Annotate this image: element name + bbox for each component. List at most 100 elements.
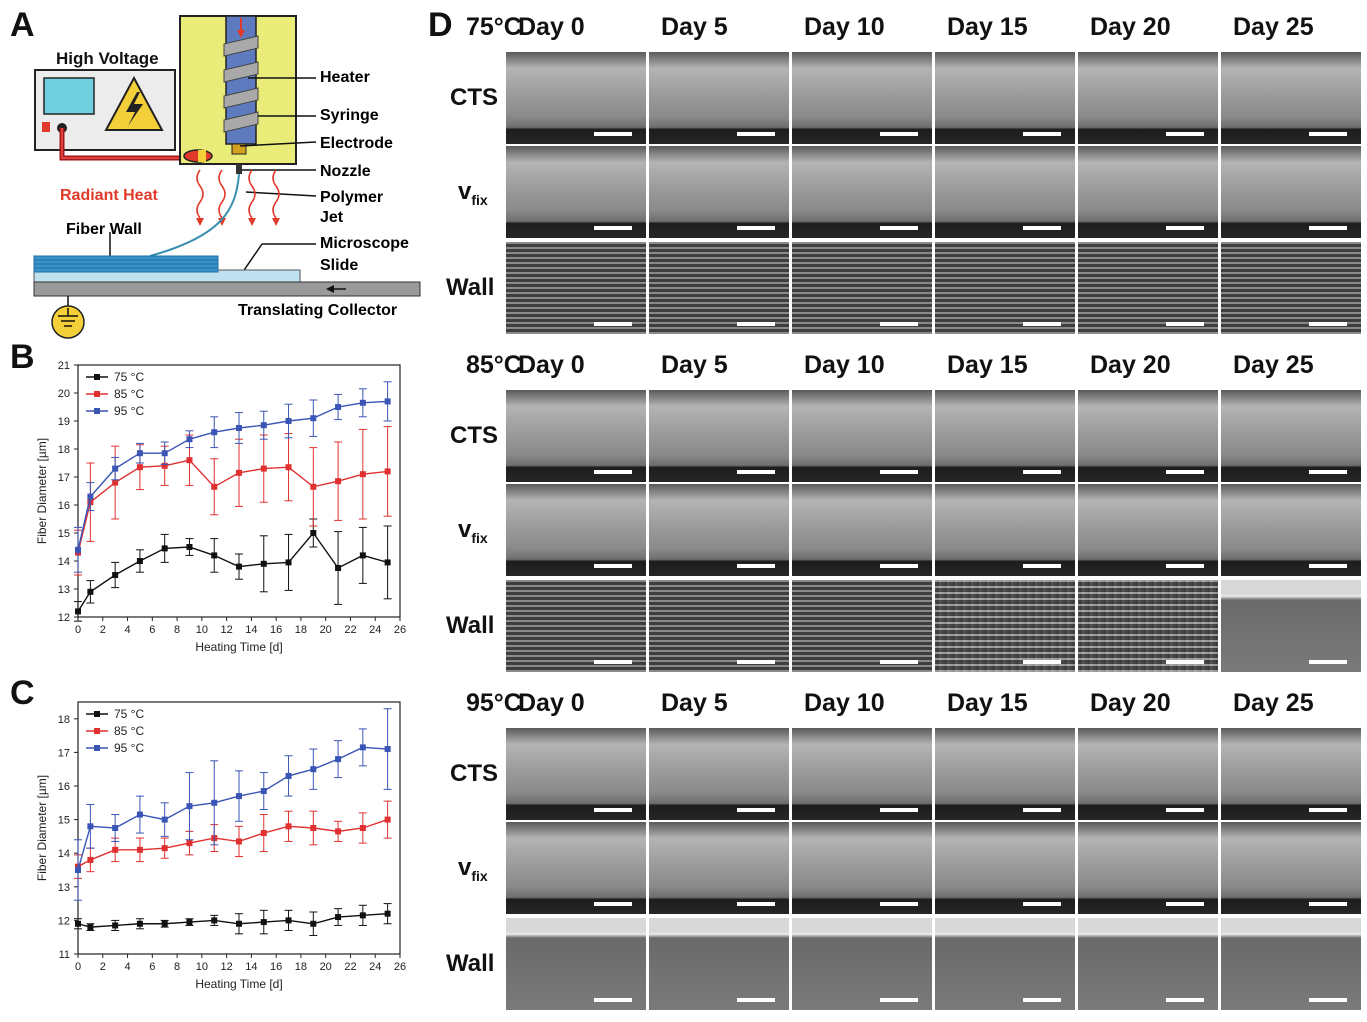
scale-bar [1309, 902, 1347, 906]
data-point [384, 746, 391, 753]
data-point [112, 825, 119, 831]
scale-bar [1166, 322, 1204, 326]
scale-bar [737, 902, 775, 906]
data-point [161, 845, 168, 852]
data-point [310, 920, 317, 927]
data-point [161, 816, 168, 823]
y-tick-label: 17 [58, 472, 70, 484]
sem-image-cts [649, 728, 789, 820]
legend-marker [94, 408, 100, 414]
data-point [161, 545, 168, 552]
scale-bar [1023, 564, 1061, 568]
panel-label-a: A [10, 6, 35, 44]
sem-image-wall [1221, 918, 1361, 1010]
scale-bar [880, 564, 918, 568]
y-tick-label: 13 [58, 584, 70, 596]
x-tick-label: 22 [344, 961, 356, 973]
sem-image-vfix [1221, 822, 1361, 914]
data-point [186, 840, 193, 847]
series-line [77, 400, 388, 550]
sem-image-cts [1221, 52, 1361, 144]
electrospinning-schematic: High Voltage Heater Syringe Electrode No… [33, 15, 421, 339]
sem-image-wall [649, 580, 789, 672]
data-point [75, 920, 81, 927]
sem-row-label-vfix: vfix [458, 854, 488, 884]
sem-day-header: Day 0 [518, 13, 585, 41]
x-tick-label: 6 [149, 624, 155, 636]
scale-bar [594, 660, 632, 664]
data-point [359, 552, 366, 559]
sem-day-header: Day 15 [947, 351, 1028, 379]
scale-bar [594, 808, 632, 812]
scale-bar [880, 902, 918, 906]
y-tick-label: 16 [58, 500, 70, 512]
sem-image-wall [1221, 242, 1361, 334]
data-point [75, 546, 81, 553]
sem-image-cts [1078, 390, 1218, 482]
data-point [310, 766, 317, 773]
scale-bar [1166, 470, 1204, 474]
sem-image-vfix [792, 146, 932, 238]
data-point [186, 457, 193, 464]
sem-image-vfix [649, 484, 789, 576]
x-tick-label: 26 [394, 624, 406, 636]
scale-bar [594, 902, 632, 906]
sem-day-header: Day 5 [661, 13, 728, 41]
scale-bar [1166, 660, 1204, 664]
sem-day-header: Day 25 [1233, 689, 1314, 717]
data-point [236, 838, 242, 845]
x-tick-label: 6 [149, 961, 155, 973]
data-point [285, 917, 292, 924]
scale-bar [880, 132, 918, 136]
sem-image-wall [506, 918, 646, 1010]
scale-bar [594, 998, 632, 1002]
sem-image-vfix [792, 484, 932, 576]
scale-bar [594, 132, 632, 136]
data-point [211, 552, 218, 559]
scale-bar [1166, 808, 1204, 812]
scale-bar [1309, 808, 1347, 812]
plot-frame [77, 701, 401, 955]
scale-bar [1023, 998, 1061, 1002]
data-point [236, 563, 242, 570]
sem-day-header: Day 5 [661, 689, 728, 717]
y-tick-label: 17 [58, 747, 70, 759]
x-tick-label: 24 [369, 624, 381, 636]
electrode-label: Electrode [320, 135, 393, 152]
sem-image-vfix [506, 484, 646, 576]
sem-image-vfix [649, 822, 789, 914]
scale-bar [594, 564, 632, 568]
legend-marker [94, 745, 100, 751]
x-tick-label: 2 [100, 624, 106, 636]
y-tick-label: 15 [58, 528, 70, 540]
data-point [211, 799, 218, 806]
sem-image-cts [506, 728, 646, 820]
data-point [112, 479, 119, 486]
series-line [77, 531, 388, 612]
scale-bar [1023, 226, 1061, 230]
sem-day-header: Day 10 [804, 689, 885, 717]
sem-day-header: Day 25 [1233, 13, 1314, 41]
scale-bar [880, 660, 918, 664]
sem-image-wall [649, 918, 789, 1010]
sem-image-wall [792, 242, 932, 334]
chart-c-wrapper: 0 2 4 6 8 10 12 14 16 18 20 22 24 26 11 12 13 14 15 16 17 18 H… [20, 682, 420, 1012]
sem-image-vfix [935, 822, 1075, 914]
data-point [384, 816, 391, 823]
nozzle-label: Nozzle [320, 163, 371, 180]
sem-image-vfix [935, 146, 1075, 238]
series-line [77, 459, 388, 553]
x-tick-label: 18 [295, 961, 307, 973]
sem-image-grid: 75°C Day 0 Day 5 Day 10 Day 15 Day 20 Day 25 CT… [430, 0, 1367, 1022]
data-point [310, 825, 317, 831]
sem-image-wall [792, 580, 932, 672]
heater-label: Heater [320, 69, 370, 86]
sem-image-cts [792, 390, 932, 482]
legend-marker [94, 374, 100, 380]
sem-temp-label: 75°C [466, 13, 522, 41]
data-point [136, 920, 143, 927]
ground-icon [51, 305, 85, 339]
sem-image-cts [1078, 728, 1218, 820]
x-tick-label: 2 [100, 961, 106, 973]
collector-label: Translating Collector [238, 302, 397, 319]
